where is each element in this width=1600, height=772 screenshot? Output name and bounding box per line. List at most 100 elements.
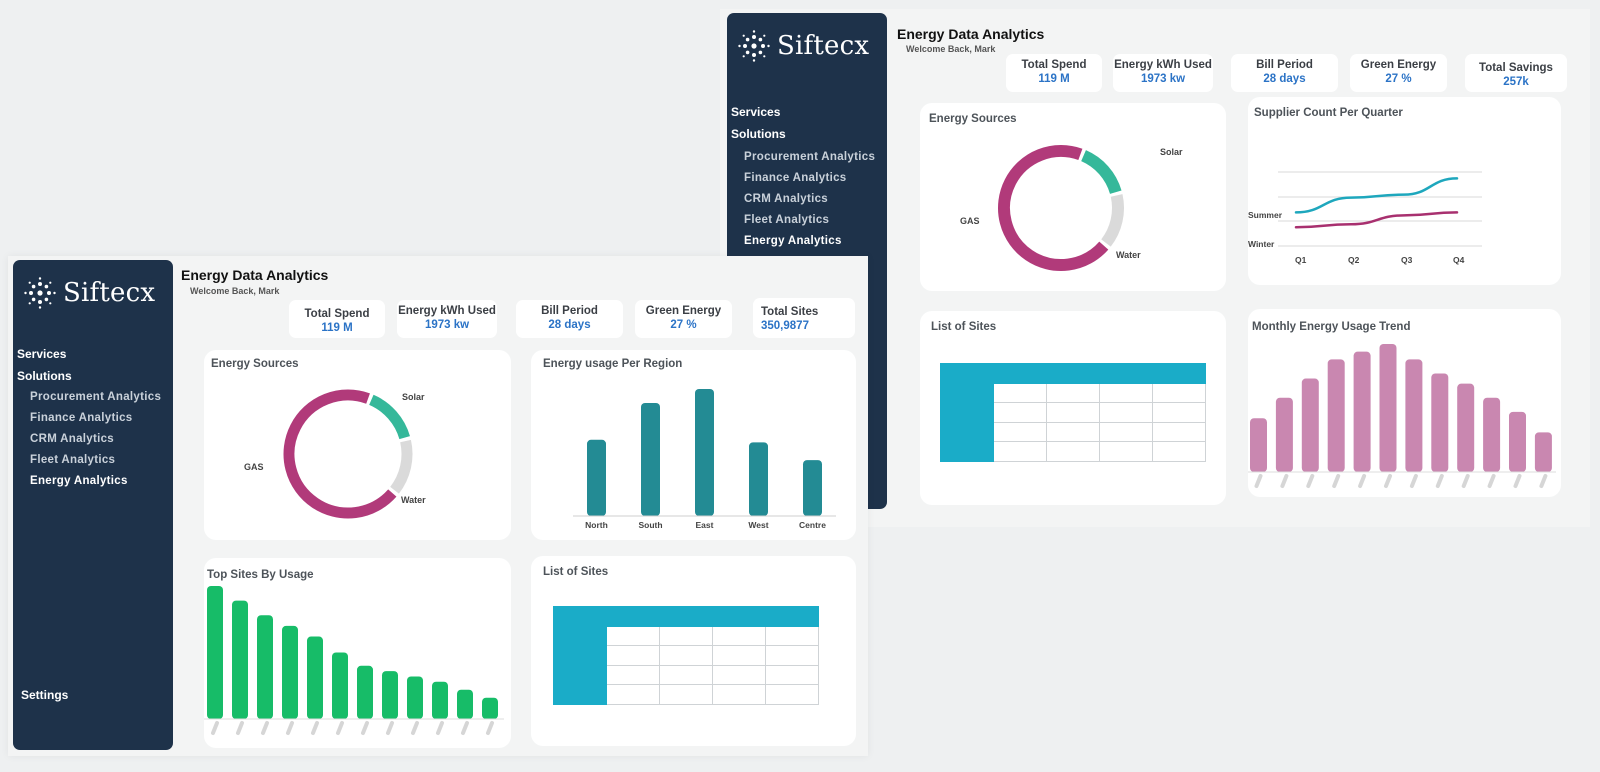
x-tick-placeholder: [236, 721, 244, 735]
table-cell: [712, 664, 766, 685]
table-row[interactable]: [940, 421, 1206, 442]
kpi-total-spend[interactable]: Total Spend 119 M: [289, 300, 385, 338]
bar[interactable]: [1275, 397, 1293, 472]
bar[interactable]: [207, 586, 223, 719]
bar[interactable]: [749, 442, 768, 516]
bar[interactable]: [1353, 351, 1371, 472]
kpi-green-energy[interactable]: Green Energy 27 %: [1350, 54, 1447, 92]
nav-item-crm-analytics[interactable]: CRM Analytics: [30, 433, 114, 445]
line-chart: Summer Winter Q1 Q2 Q3 Q4: [1248, 171, 1482, 265]
table-cell: [993, 421, 1047, 442]
bar[interactable]: [695, 389, 714, 516]
kpi-bill-period[interactable]: Bill Period 28 days: [516, 300, 623, 338]
nav-item-energy-analytics[interactable]: Energy Analytics: [30, 475, 128, 487]
kpi-green-energy[interactable]: Green Energy 27 %: [635, 300, 732, 338]
bar[interactable]: [1301, 378, 1319, 472]
kpi-value: 119 M: [321, 322, 353, 334]
card-list-of-sites: List of Sites: [920, 311, 1226, 505]
bar[interactable]: [1509, 411, 1526, 472]
table-cell: [765, 664, 819, 685]
nav-item-services[interactable]: Services: [17, 347, 67, 361]
nav-item-services[interactable]: Services: [731, 105, 781, 119]
nav-item-procurement-analytics[interactable]: Procurement Analytics: [744, 151, 876, 163]
table-cell: [1046, 441, 1100, 462]
card-energy-sources: Energy Sources Solar GAS Water: [204, 350, 511, 540]
donut-slice-water[interactable]: [390, 439, 413, 494]
bar[interactable]: [1379, 344, 1397, 472]
x-tick-placeholder: [386, 721, 394, 735]
nav-item-finance-analytics[interactable]: Finance Analytics: [30, 412, 133, 424]
donut-slice-solar[interactable]: [368, 394, 410, 440]
brand-logo[interactable]: Siftecx: [737, 29, 869, 63]
table-cell: [993, 441, 1047, 462]
donut-slice-solar[interactable]: [1080, 150, 1122, 195]
nav-item-finance-analytics[interactable]: Finance Analytics: [744, 172, 847, 184]
kpi-total-spend[interactable]: Total Spend 119 M: [1006, 54, 1102, 92]
sidebar: Siftecx Services Solutions Procurement A…: [13, 260, 173, 750]
bar[interactable]: [1457, 383, 1475, 472]
kpi-energy-kwh[interactable]: Energy kWh Used 1973 kw: [1113, 54, 1213, 92]
table-row[interactable]: [553, 625, 819, 646]
donut-slice-gas[interactable]: [998, 145, 1109, 271]
kpi-label: Energy kWh Used: [1114, 59, 1212, 71]
nav-item-solutions[interactable]: Solutions: [731, 127, 786, 141]
x-tick-placeholder: [1280, 474, 1289, 488]
nav-item-fleet-analytics[interactable]: Fleet Analytics: [744, 214, 830, 226]
table-cell: [1046, 363, 1100, 384]
bar[interactable]: [1431, 373, 1449, 472]
nav-item-energy-analytics[interactable]: Energy Analytics: [744, 235, 842, 247]
bar[interactable]: [457, 689, 473, 719]
table-cell: [553, 684, 607, 705]
table-cell: [940, 382, 994, 403]
bar[interactable]: [1327, 359, 1345, 472]
table-row[interactable]: [553, 664, 819, 685]
bar[interactable]: [641, 402, 660, 516]
x-tick-placeholder: [411, 721, 419, 735]
table-row[interactable]: [940, 402, 1206, 423]
bar[interactable]: [382, 671, 398, 719]
bar[interactable]: [332, 652, 348, 720]
table-cell: [606, 625, 660, 646]
table-row[interactable]: [940, 441, 1206, 462]
bar[interactable]: [232, 600, 248, 719]
bar[interactable]: [1405, 359, 1423, 472]
table-row[interactable]: [940, 382, 1206, 403]
kpi-energy-kwh[interactable]: Energy kWh Used 1973 kw: [397, 300, 497, 338]
bar[interactable]: [307, 636, 323, 719]
x-tick-label: West: [748, 520, 768, 530]
bar[interactable]: [407, 676, 423, 719]
bar[interactable]: [357, 665, 373, 719]
bar[interactable]: [1534, 432, 1552, 472]
donut-slice-gas[interactable]: [283, 389, 397, 519]
bar[interactable]: [1250, 418, 1267, 472]
table-row[interactable]: [553, 645, 819, 666]
donut-label-gas: GAS: [244, 462, 264, 472]
bar[interactable]: [1483, 397, 1501, 472]
donut-slice-water[interactable]: [1101, 194, 1124, 247]
kpi-total-sites[interactable]: Total Sites 350,9877: [753, 298, 855, 338]
nav-item-settings[interactable]: Settings: [21, 688, 69, 702]
nav-item-procurement-analytics[interactable]: Procurement Analytics: [30, 391, 162, 403]
x-tick-q2: Q2: [1348, 255, 1360, 265]
kpi-total-savings[interactable]: Total Savings 257k: [1465, 54, 1567, 92]
card-monthly-trend: Monthly Energy Usage Trend: [1248, 309, 1561, 497]
sites-table: [553, 606, 819, 705]
kpi-label: Total Spend: [1021, 59, 1087, 71]
bar[interactable]: [432, 681, 448, 719]
bar[interactable]: [587, 439, 606, 516]
table-cell: [659, 625, 713, 646]
kpi-bill-period[interactable]: Bill Period 28 days: [1231, 54, 1338, 92]
nav-item-solutions[interactable]: Solutions: [17, 369, 72, 383]
table-cell: [993, 402, 1047, 423]
table-cell: [659, 645, 713, 666]
card-title: Top Sites By Usage: [207, 569, 314, 581]
nav-item-crm-analytics[interactable]: CRM Analytics: [744, 193, 828, 205]
table-row[interactable]: [553, 684, 819, 705]
bar[interactable]: [803, 460, 822, 516]
kpi-label: Total Spend: [304, 308, 370, 320]
bar[interactable]: [482, 697, 498, 719]
bar[interactable]: [282, 625, 298, 719]
nav-item-fleet-analytics[interactable]: Fleet Analytics: [30, 454, 116, 466]
brand-logo[interactable]: Siftecx: [23, 276, 155, 310]
bar[interactable]: [257, 615, 273, 719]
